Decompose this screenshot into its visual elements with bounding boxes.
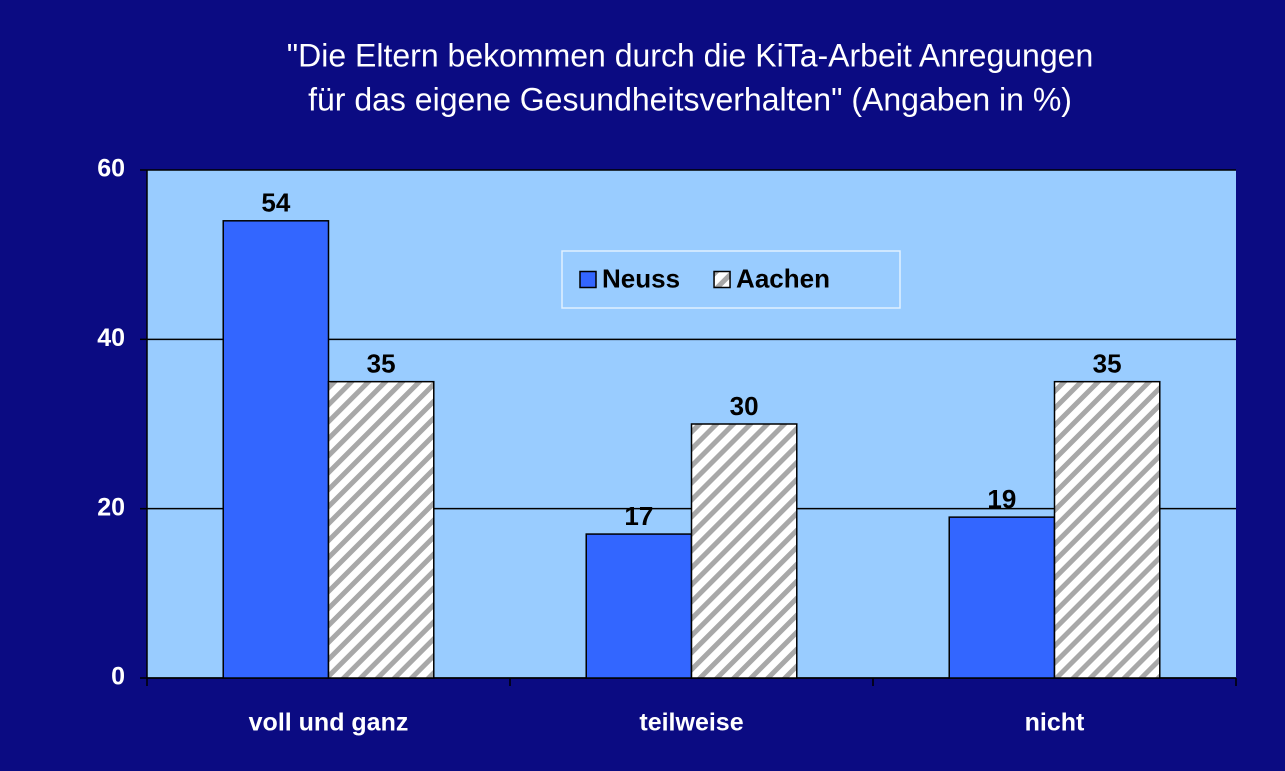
value-label: 35 [1093,349,1122,379]
chart-title: "Die Eltern bekommen durch die KiTa-Arbe… [287,37,1093,73]
legend-label: Aachen [736,263,830,293]
y-tick-label: 0 [111,663,125,691]
value-label: 35 [367,349,396,379]
bar [690,423,798,679]
x-tick-label: teilweise [639,709,743,737]
y-tick-label: 60 [97,155,125,183]
legend-box [561,250,901,309]
bar [585,533,693,679]
bar [1053,380,1161,679]
bar [948,516,1056,679]
legend-label: Neuss [602,263,680,293]
bar [222,220,330,679]
legend-swatch [713,270,731,289]
chart-title: für das eigene Gesundheitsverhalten" (An… [308,81,1072,117]
value-label: 54 [261,188,290,218]
x-tick-label: voll und ganz [249,709,409,737]
value-label: 17 [624,501,653,531]
legend-swatch [579,270,597,289]
bar [327,380,435,679]
y-tick-label: 20 [97,493,125,521]
value-label: 30 [730,391,759,421]
value-label: 19 [987,484,1016,514]
y-tick-label: 40 [97,324,125,352]
x-tick-label: nicht [1025,709,1085,737]
